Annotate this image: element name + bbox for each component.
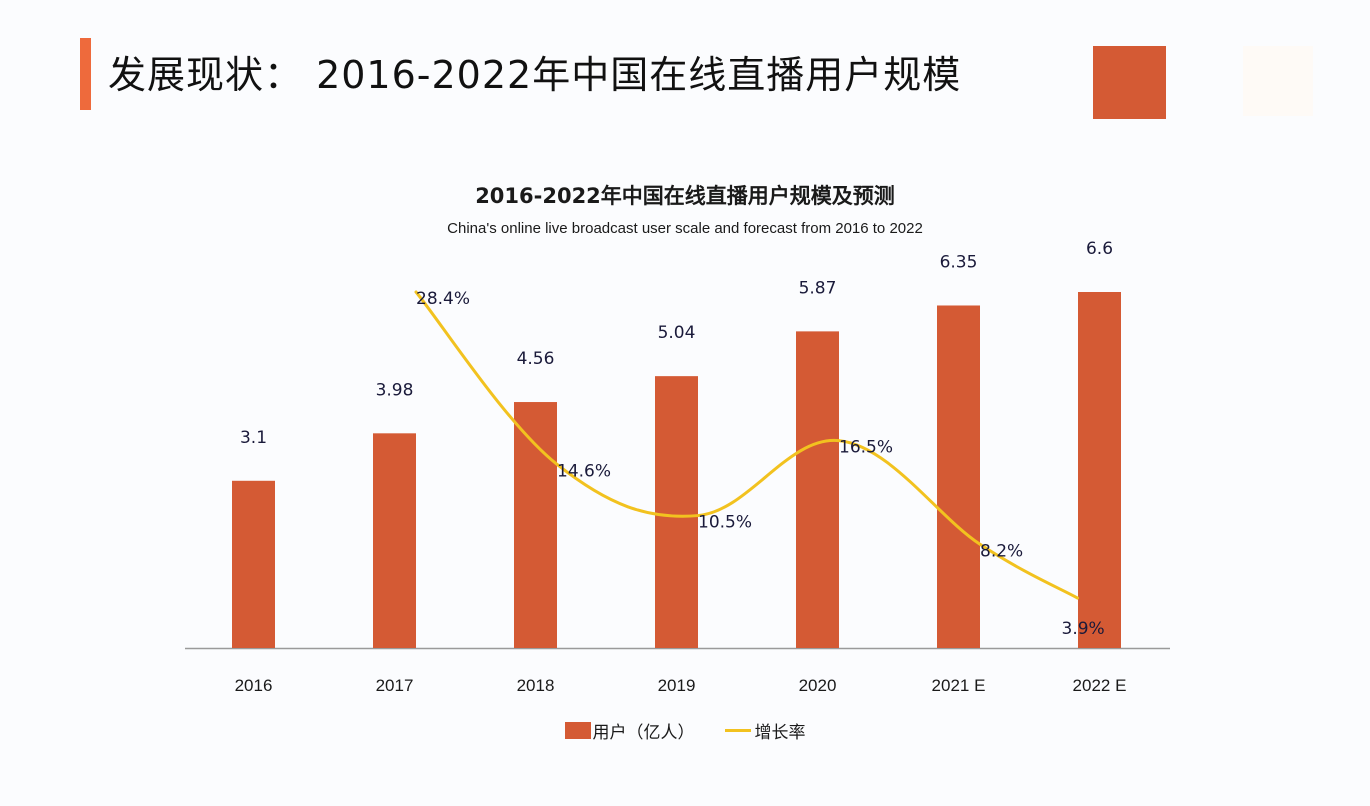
growth-rate-line <box>414 290 1079 600</box>
bar-value-label: 4.56 <box>517 349 555 369</box>
legend-label-growth: 增长率 <box>754 723 806 743</box>
chart-legend: 用户（亿人） 增长率 <box>0 718 1370 743</box>
x-tick-label: 2018 <box>517 676 555 695</box>
decorative-square-light <box>1243 46 1313 116</box>
growth-rate-label: 14.6% <box>557 461 611 481</box>
x-tick-label: 2020 <box>799 676 837 695</box>
decorative-square <box>1093 46 1166 119</box>
bar-value-label: 6.35 <box>940 252 978 272</box>
legend-label-users: 用户（亿人） <box>592 723 695 743</box>
bar-value-label: 5.87 <box>799 278 837 298</box>
bar-2022e <box>1078 292 1121 648</box>
bar-value-label: 3.98 <box>376 380 414 400</box>
bar-2016 <box>232 480 275 648</box>
title-accent-bar <box>80 38 91 110</box>
chart-subtitle: China's online live broadcast user scale… <box>447 220 923 237</box>
growth-rate-label: 10.5% <box>698 513 752 533</box>
growth-rate-label: 3.9% <box>1062 619 1105 639</box>
bar-value-label: 3.1 <box>240 428 267 448</box>
bar-2019 <box>655 376 698 648</box>
legend-item-growth: 增长率 <box>724 718 806 743</box>
legend-swatch-line <box>724 729 751 732</box>
growth-rate-label: 8.2% <box>980 541 1023 561</box>
legend-item-users: 用户（亿人） <box>564 718 695 743</box>
bar-2018 <box>514 402 557 648</box>
bar-2020 <box>796 331 839 648</box>
x-tick-label: 2022 E <box>1073 676 1127 695</box>
chart-title: 2016-2022年中国在线直播用户规模及预测 <box>475 184 895 208</box>
page-title: 发展现状： 2016-2022年中国在线直播用户规模 <box>108 53 962 97</box>
x-tick-label: 2016 <box>235 676 273 695</box>
bar-2017 <box>373 433 416 648</box>
growth-rate-label: 28.4% <box>416 289 470 309</box>
bar-value-label: 5.04 <box>658 323 696 343</box>
x-tick-label: 2021 E <box>932 676 986 695</box>
legend-swatch-bar <box>564 722 591 739</box>
growth-rate-label: 16.5% <box>839 438 893 458</box>
x-tick-label: 2017 <box>376 676 414 695</box>
bar-2021e <box>937 305 980 648</box>
x-tick-label: 2019 <box>658 676 696 695</box>
bar-value-label: 6.6 <box>1086 239 1113 259</box>
